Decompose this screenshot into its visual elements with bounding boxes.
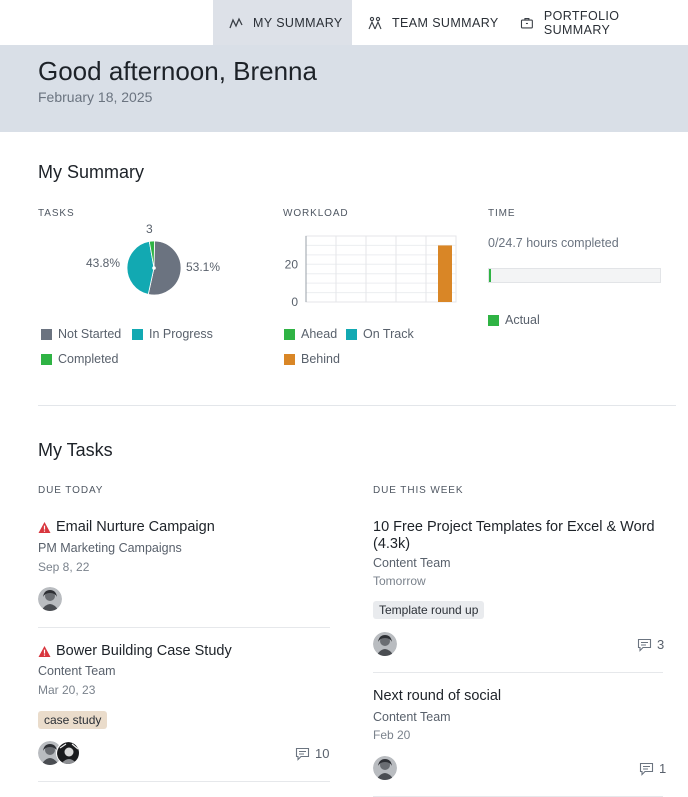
activity-icon xyxy=(229,16,243,28)
legend-swatch xyxy=(41,353,52,365)
avatar[interactable] xyxy=(373,756,397,780)
legend-label: In Progress xyxy=(149,327,213,341)
greeting-text: Good afternoon, Brenna xyxy=(38,56,317,86)
legend-swatch xyxy=(132,328,143,340)
tab-portfolio-summary-label: PORTFOLIO SUMMARY xyxy=(543,8,620,37)
legend-label: Behind xyxy=(301,352,340,366)
comments-count[interactable]: 3 xyxy=(637,637,664,652)
legend-label: Actual xyxy=(505,313,540,327)
comment-icon xyxy=(295,747,310,761)
warning-icon xyxy=(38,522,51,533)
pie-label-in-progress: 43.8% xyxy=(86,256,121,270)
comment-icon xyxy=(637,638,652,652)
legend-label: On Track xyxy=(363,327,414,341)
legend-label: Ahead xyxy=(301,327,338,341)
legend-not-started[interactable]: Not Started xyxy=(41,327,121,341)
comments-count-text: 1 xyxy=(659,761,667,776)
legend-swatch xyxy=(284,353,295,365)
legend-behind[interactable]: Behind xyxy=(284,352,340,366)
legend-in-progress[interactable]: In Progress xyxy=(132,327,213,341)
card-separator xyxy=(38,781,330,782)
tasks-label: TASKS xyxy=(38,208,75,219)
avatar[interactable] xyxy=(56,741,80,765)
pie-label-completed: 3 xyxy=(146,222,153,236)
task-title[interactable]: Next round of social xyxy=(373,688,673,705)
workload-label: WORKLOAD xyxy=(283,208,349,219)
legend-swatch xyxy=(41,328,52,340)
task-tag[interactable]: Template round up xyxy=(373,601,485,619)
pie-label-not-started: 53.1% xyxy=(186,260,221,274)
task-title[interactable]: 10 Free Project Templates for Excel & Wo… xyxy=(373,519,673,553)
legend-completed[interactable]: Completed xyxy=(41,352,118,366)
time-progress-fill xyxy=(489,269,492,282)
bar-behind[interactable] xyxy=(438,245,452,302)
card-separator xyxy=(38,627,330,628)
task-title[interactable]: Email Nurture Campaign xyxy=(38,519,328,536)
task-due-date: Tomorrow xyxy=(373,574,426,588)
task-title-text: Bower Building Case Study xyxy=(56,643,232,659)
task-due-date: Mar 20, 23 xyxy=(38,683,96,697)
due-this-week-label: DUE THIS WEEK xyxy=(373,485,464,496)
legend-actual[interactable]: Actual xyxy=(488,313,540,327)
task-due-date: Sep 8, 22 xyxy=(38,560,90,574)
tab-my-summary[interactable]: MY SUMMARY xyxy=(213,0,352,45)
time-progress-bar xyxy=(488,268,661,283)
avatar[interactable] xyxy=(38,587,62,611)
task-title-text: Next round of social xyxy=(373,688,502,704)
warning-icon xyxy=(38,646,51,657)
top-nav: MY SUMMARY TEAM SUMMARY PORTFOLIO SUMMAR… xyxy=(0,0,688,45)
hours-completed-text: 0/24.7 hours completed xyxy=(488,236,619,250)
legend-swatch xyxy=(346,328,357,340)
task-team: Content Team xyxy=(373,710,451,724)
briefcase-icon xyxy=(520,17,533,28)
tab-team-summary-label: TEAM SUMMARY xyxy=(392,15,499,30)
legend-swatch xyxy=(488,314,499,326)
tab-my-summary-label: MY SUMMARY xyxy=(253,15,343,30)
task-due-date: Feb 20 xyxy=(373,728,411,742)
y-tick-label: 0 xyxy=(291,295,298,309)
pie-slice-completed[interactable] xyxy=(148,240,155,269)
tab-team-summary[interactable]: TEAM SUMMARY xyxy=(352,0,504,45)
pie-center-dot xyxy=(152,266,156,270)
due-today-label: DUE TODAY xyxy=(38,485,104,496)
comment-icon xyxy=(639,762,654,776)
team-icon xyxy=(368,16,382,29)
task-title[interactable]: Bower Building Case Study xyxy=(38,643,328,660)
comments-count-text: 10 xyxy=(315,746,330,761)
task-team: Content Team xyxy=(373,556,451,570)
legend-ahead[interactable]: Ahead xyxy=(284,327,337,341)
pie-slice-in-progress[interactable] xyxy=(126,240,155,295)
task-title-text: Email Nurture Campaign xyxy=(56,519,215,535)
task-title-text: 10 Free Project Templates for Excel & Wo… xyxy=(373,519,655,552)
tasks-pie-chart[interactable] xyxy=(124,238,184,298)
task-tag[interactable]: case study xyxy=(38,711,108,729)
avatar[interactable] xyxy=(373,632,397,656)
legend-label: Not Started xyxy=(58,327,122,341)
legend-label: Completed xyxy=(58,352,119,366)
y-tick-label: 20 xyxy=(285,257,299,271)
workload-bar-chart[interactable]: 0 20 xyxy=(278,232,463,312)
comments-count[interactable]: 10 xyxy=(295,746,329,761)
time-label: TIME xyxy=(488,208,516,219)
my-tasks-title: My Tasks xyxy=(38,440,113,460)
task-team: Content Team xyxy=(38,664,116,678)
card-separator xyxy=(373,672,663,673)
comments-count[interactable]: 1 xyxy=(639,761,666,776)
legend-swatch xyxy=(284,328,295,340)
comments-count-text: 3 xyxy=(657,637,665,652)
pie-slice-not-started[interactable] xyxy=(147,240,182,296)
section-divider xyxy=(38,405,676,406)
tab-portfolio-summary[interactable]: PORTFOLIO SUMMARY xyxy=(504,0,688,45)
current-date: February 18, 2025 xyxy=(38,89,153,105)
greeting-banner: Good afternoon, Brenna February 18, 2025 xyxy=(0,45,688,132)
my-summary-title: My Summary xyxy=(38,162,145,182)
task-team: PM Marketing Campaigns xyxy=(38,541,182,555)
avatar[interactable] xyxy=(38,741,62,765)
legend-on-track[interactable]: On Track xyxy=(346,327,414,341)
